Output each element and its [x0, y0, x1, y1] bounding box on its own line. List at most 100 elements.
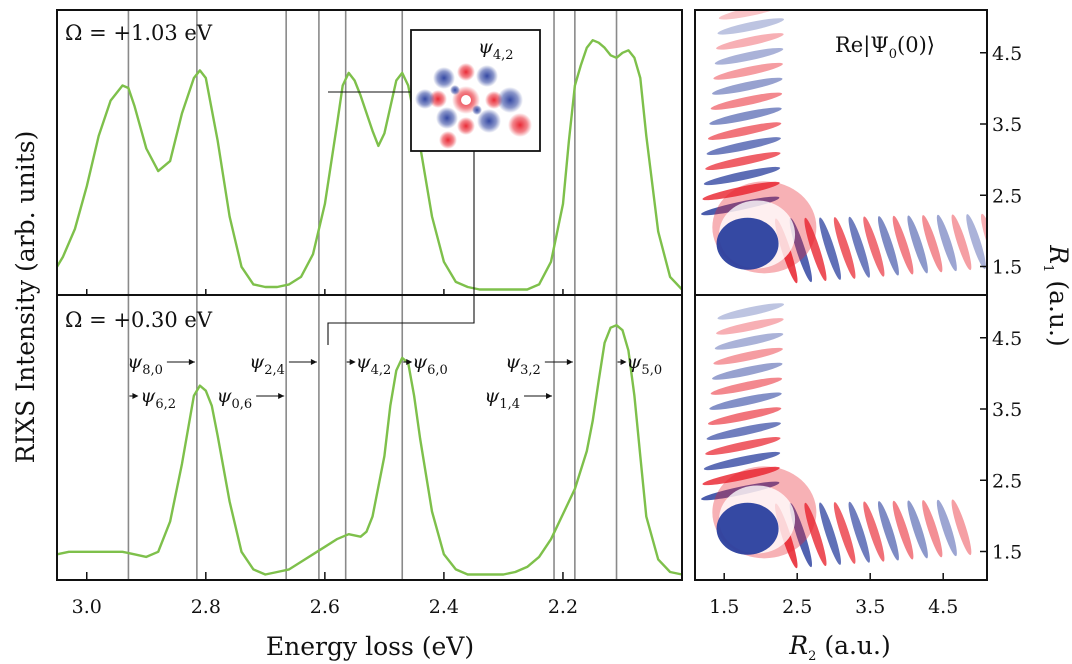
- wave-stripe: [712, 77, 783, 95]
- x-axis-title: Energy loss (eV): [266, 632, 474, 661]
- omega-label-bottom: Ω = +0.30 eV: [65, 308, 213, 332]
- corner-core: [716, 502, 779, 555]
- wave-stripe: [833, 502, 856, 564]
- arrowhead: [546, 393, 553, 399]
- wave-stripe: [922, 215, 943, 273]
- arrowhead: [278, 393, 285, 399]
- wave-stripe: [714, 47, 784, 65]
- wave-stripe: [877, 216, 899, 276]
- wave-stripe: [712, 362, 783, 380]
- heatmap-y-axis-title: R1 (a.u.): [1040, 244, 1072, 346]
- hm-y-tick-label: 4.5: [992, 43, 1022, 65]
- arrowhead: [406, 359, 413, 365]
- spectrum-panel-bottom: Ω = +0.30 eV ψ8,0 ψ6,2 ψ2,4 ψ0,6 ψ4,2 ψ6,0 ψ3,…: [56, 294, 683, 581]
- wave-stripe: [863, 501, 885, 562]
- state-lines-bottom: [127, 295, 618, 580]
- omega-label-top: Ω = +1.03 eV: [65, 21, 213, 45]
- y-axis-title: RIXS Intensity (arb. units): [11, 131, 40, 464]
- state-label-text: ψ6,2: [140, 385, 176, 412]
- hm-y-tick-label: 3.5: [992, 114, 1022, 136]
- state-label-2-4: ψ2,4: [249, 351, 317, 378]
- x-tick-label: 3.0: [72, 596, 102, 618]
- inset-pattern: [415, 63, 532, 149]
- wave-stripe: [707, 122, 782, 140]
- wave-stripe: [709, 392, 782, 410]
- heatmap-title: Re|Ψ0(0)⟩: [835, 33, 935, 62]
- wave-stripe: [713, 62, 783, 80]
- inset-connector-bottom: [327, 151, 475, 345]
- wave-stripe: [848, 501, 870, 563]
- state-label-8-0: ψ8,0: [127, 351, 195, 378]
- wave-stripe: [877, 501, 899, 561]
- hm-x-tick-label: 4.5: [928, 596, 958, 618]
- state-label-3-2: ψ3,2: [505, 351, 573, 378]
- state-label-text: ψ5,0: [627, 351, 663, 378]
- wave-stripe: [705, 437, 781, 456]
- x-tick-label: 2.6: [310, 596, 340, 618]
- wave-stripe: [707, 407, 782, 425]
- hm-y-tick-label: 4.5: [992, 328, 1022, 350]
- wave-stripe: [706, 422, 781, 440]
- wave-stripe: [703, 166, 781, 186]
- wave-stripe: [819, 217, 841, 280]
- state-label-5-0: ψ5,0: [617, 351, 663, 378]
- wave-stripe: [907, 215, 928, 274]
- hm-y-tick-label: 3.5: [992, 399, 1022, 421]
- energy-axis-ticks: 3.0 2.8 2.6 2.4 2.2: [72, 289, 578, 618]
- x-tick-label: 2.2: [548, 596, 578, 618]
- wave-stripe: [892, 215, 914, 275]
- heatmap-frame-bottom: [694, 294, 988, 581]
- wave-stripe: [713, 347, 783, 365]
- heatmap-ticks: 1.5 2.5 3.5 4.5 1.5 2.5 3.5 4.5 1.5 2.5 3.5 4.5: [709, 43, 1022, 618]
- wave-stripe: [718, 10, 785, 20]
- heatmap-top: Re|Ψ0(0)⟩: [694, 9, 988, 296]
- wave-stripe: [717, 303, 785, 320]
- wave-stripe: [789, 218, 813, 283]
- inset-label: ψ4,2: [478, 36, 514, 63]
- corner-core: [716, 217, 779, 270]
- wave-stripe: [705, 152, 781, 171]
- arrowhead: [620, 359, 627, 365]
- arrowhead: [566, 359, 573, 365]
- wave-stripe: [789, 503, 813, 568]
- wave-stripe: [833, 217, 856, 279]
- wave-stripe: [892, 500, 914, 560]
- state-label-6-2: ψ6,2: [129, 385, 176, 412]
- wave-stripe: [702, 181, 780, 201]
- wave-stripe: [966, 214, 986, 269]
- heatmap-bottom: [694, 294, 988, 581]
- wave-stripe: [951, 499, 972, 556]
- x-tick-label: 2.8: [191, 596, 221, 618]
- hm-x-tick-label: 1.5: [709, 596, 739, 618]
- wave-stripe: [716, 33, 784, 50]
- hm-y-tick-label: 2.5: [992, 470, 1022, 492]
- state-label-text: ψ1,4: [484, 385, 520, 412]
- wave-stripe: [980, 213, 987, 268]
- wave-stripe: [709, 107, 782, 125]
- spectrum-curve-top: [55, 39, 683, 291]
- wave-stripe: [907, 500, 928, 559]
- wave-stripe: [702, 466, 780, 486]
- state-label-text: ψ3,2: [505, 351, 541, 378]
- arrowhead: [132, 393, 139, 399]
- frame-top: [56, 9, 683, 296]
- state-label-text: ψ2,4: [249, 351, 285, 378]
- hm-y-tick-label: 1.5: [992, 257, 1022, 279]
- wave-stripe: [716, 318, 784, 335]
- state-label-6-0: ψ6,0: [403, 351, 448, 378]
- state-label-text: ψ8,0: [127, 351, 163, 378]
- state-label-text: ψ0,6: [217, 385, 253, 412]
- wave-stripe: [951, 214, 972, 271]
- wave-stripe: [710, 92, 783, 110]
- frame-bottom: [56, 294, 683, 581]
- state-label-1-4: ψ1,4: [484, 385, 553, 412]
- wave-stripe: [804, 502, 827, 567]
- wave-stripe: [714, 332, 784, 350]
- wave-stripe: [848, 216, 870, 278]
- state-labels: ψ8,0 ψ6,2 ψ2,4 ψ0,6 ψ4,2 ψ6,0 ψ3,2 ψ1,4 ψ5,0: [127, 351, 662, 412]
- state-label-4-2: ψ4,2: [346, 351, 391, 378]
- hm-y-tick-label: 2.5: [992, 185, 1022, 207]
- wave-stripe: [703, 451, 781, 471]
- wave-stripe: [710, 377, 783, 395]
